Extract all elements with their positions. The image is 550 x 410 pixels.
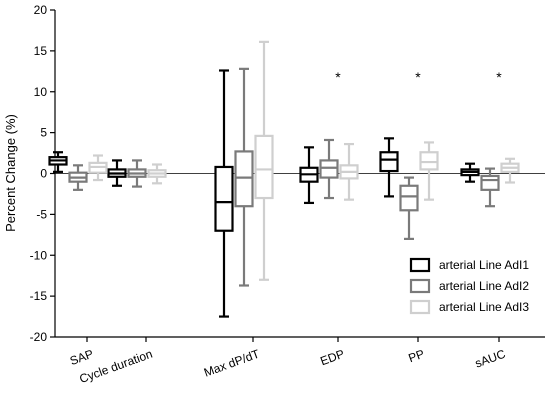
legend-item: arterial Line AdI2: [409, 278, 529, 294]
y-axis-title: Percent Change (%): [3, 114, 18, 232]
iqr-box: [480, 174, 500, 191]
legend-label: arterial Line AdI3: [439, 300, 529, 314]
box: [68, 164, 88, 191]
y-tick-label: 10: [34, 85, 48, 99]
box: [48, 151, 68, 173]
x-category-label: SAP: [68, 347, 95, 368]
y-tick-label: -5: [36, 207, 47, 221]
annotations-layer: * * *: [335, 69, 502, 85]
y-axis: -20 -15 -10 -5 0 5 10 15 20: [30, 3, 56, 344]
significance-marker: *: [335, 69, 341, 85]
x-category-label: EDP: [318, 347, 346, 369]
y-tick-label: -15: [30, 289, 48, 303]
y-tick-label: 20: [34, 3, 48, 17]
box: [500, 157, 520, 184]
boxes-layer: [48, 40, 520, 318]
legend: arterial Line AdI1 arterial Line AdI2 arte…: [409, 257, 529, 315]
box: [254, 40, 274, 281]
legend-item: arterial Line AdI1: [409, 257, 529, 273]
box: [399, 176, 419, 240]
legend-label: arterial Line AdI2: [439, 279, 529, 293]
box: [379, 137, 399, 198]
box: [299, 146, 319, 205]
legend-swatch: [409, 257, 431, 273]
box: [107, 159, 127, 187]
y-tick-label: 15: [34, 44, 48, 58]
legend-item: arterial Line AdI3: [409, 299, 529, 315]
iqr-box: [419, 151, 439, 171]
box: [460, 162, 480, 183]
box: [319, 138, 339, 200]
y-tick-label: 0: [40, 167, 47, 181]
iqr-box: [319, 159, 339, 179]
box: [480, 167, 500, 208]
box: [147, 163, 167, 185]
box: [127, 159, 147, 188]
legend-label: arterial Line AdI1: [439, 258, 529, 272]
legend-swatch: [409, 299, 431, 315]
box: [234, 67, 254, 287]
iqr-box: [234, 150, 254, 208]
iqr-box: [254, 134, 274, 200]
x-category-label: sAUC: [473, 347, 508, 371]
box: [419, 141, 439, 201]
y-tick-label: -10: [30, 248, 48, 262]
x-category-label: PP: [406, 347, 426, 366]
box: [339, 142, 359, 201]
x-category-label: Max dP/dT: [202, 346, 262, 379]
iqr-box: [379, 151, 399, 173]
y-tick-label: 5: [40, 126, 47, 140]
y-tick-label: -20: [30, 330, 48, 344]
significance-marker: *: [415, 69, 421, 85]
significance-marker: *: [496, 69, 502, 85]
iqr-box: [214, 165, 234, 232]
box: [214, 69, 234, 318]
legend-swatch: [409, 278, 431, 294]
iqr-box: [399, 184, 419, 212]
box: [88, 154, 108, 182]
